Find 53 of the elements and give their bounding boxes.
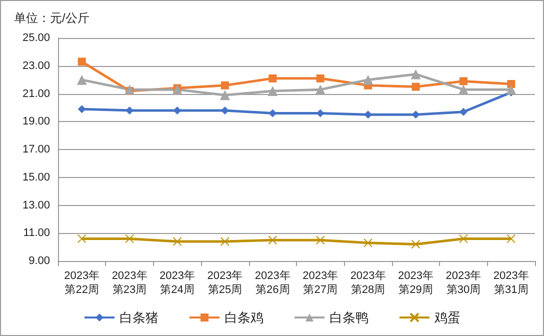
x-tick-label: 2023年第22周 xyxy=(64,270,100,296)
legend-label: 白条鸭 xyxy=(330,310,368,325)
legend-label: 鸡蛋 xyxy=(434,310,460,325)
point xyxy=(412,82,420,91)
point xyxy=(172,236,182,246)
point xyxy=(412,110,420,119)
y-tick-label: 21.00 xyxy=(22,88,50,100)
legend-label: 白条猪 xyxy=(120,310,158,325)
legend-label: 白条鸡 xyxy=(224,310,264,325)
point xyxy=(76,74,87,85)
point xyxy=(315,84,326,95)
point xyxy=(411,240,420,249)
x-tick-label: 2023年第24周 xyxy=(160,270,195,296)
point xyxy=(220,81,229,90)
point xyxy=(125,234,134,244)
point xyxy=(459,108,468,116)
x-tick-label: 2023年第25周 xyxy=(207,270,243,296)
point xyxy=(172,84,182,95)
point xyxy=(459,77,468,86)
y-tick-label: 13.00 xyxy=(22,199,50,212)
x-tick-label: 2023年第28周 xyxy=(350,270,386,296)
x-tick-label: 2023年第27周 xyxy=(302,270,338,296)
point xyxy=(268,86,278,96)
x-tick-label: 2023年第23周 xyxy=(112,270,148,296)
point xyxy=(77,234,86,244)
point xyxy=(507,80,516,88)
x-tick-label: 2023年第30周 xyxy=(446,270,482,296)
point xyxy=(364,238,373,248)
point xyxy=(458,84,468,95)
point xyxy=(410,69,421,80)
x-tick-label: 2023年第29周 xyxy=(398,270,434,296)
x-tick-label: 2023年第26周 xyxy=(254,270,290,296)
point xyxy=(78,58,86,66)
y-tick-label: 11.00 xyxy=(23,227,50,240)
y-tick-label: 23.00 xyxy=(22,60,50,72)
chart-title: 单位：元/公斤 xyxy=(14,11,90,25)
point xyxy=(506,234,516,244)
point xyxy=(458,234,468,244)
point xyxy=(316,236,325,245)
point xyxy=(173,106,182,114)
point xyxy=(220,90,230,100)
x-tick-label: 2023年第31周 xyxy=(493,270,529,296)
point xyxy=(268,74,277,82)
point xyxy=(220,236,230,246)
point xyxy=(268,236,278,245)
y-tick-label: 9.00 xyxy=(28,255,50,267)
point xyxy=(316,74,324,82)
y-tick-label: 17.00 xyxy=(22,144,50,156)
y-tick-label: 19.00 xyxy=(22,116,50,128)
point xyxy=(78,105,86,114)
y-tick-label: 25.00 xyxy=(22,32,50,44)
point xyxy=(363,74,374,85)
y-tick-label: 15.00 xyxy=(22,171,50,184)
